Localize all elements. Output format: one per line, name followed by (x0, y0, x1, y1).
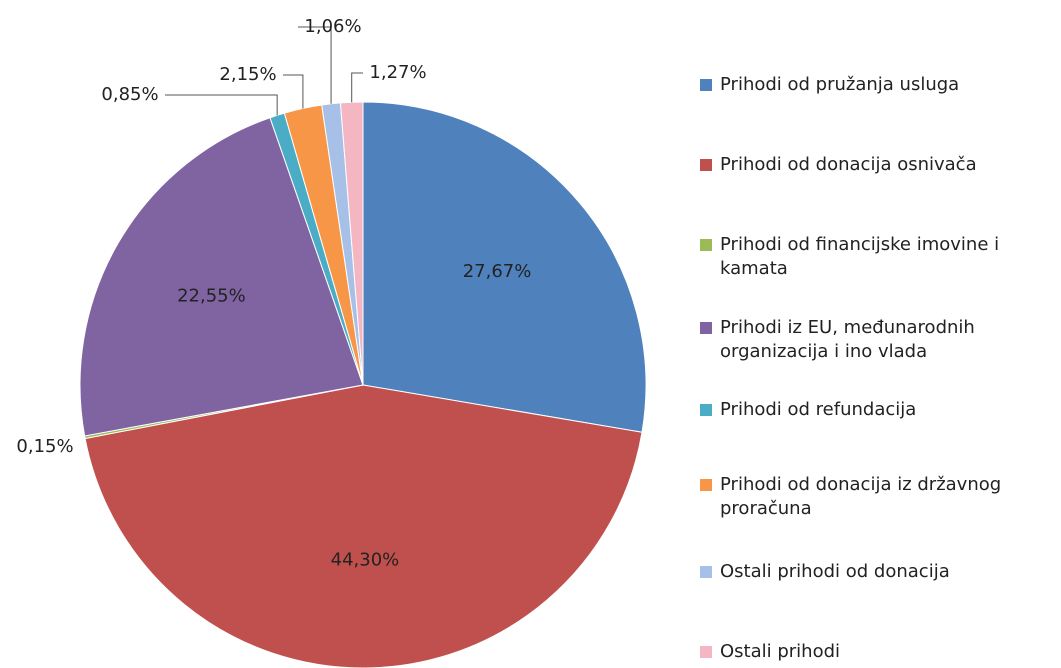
legend-item: Prihodi od financijske imovine i kamata (700, 233, 1055, 281)
data-label: 44,30% (331, 549, 400, 570)
data-label: 22,55% (177, 286, 246, 307)
slice (79, 117, 364, 437)
legend-swatch (700, 646, 712, 658)
data-label: 27,67% (463, 261, 532, 282)
legend-swatch (700, 239, 712, 251)
legend-label: Prihodi iz EU, međunarodnih organizacija… (720, 317, 975, 362)
legend-label: Prihodi od donacija iz državnog proračun… (720, 474, 1002, 519)
legend-item: Prihodi od pružanja usluga (700, 73, 1055, 97)
legend-label: Prihodi od financijske imovine i kamata (720, 234, 1000, 279)
data-label: 0,15% (16, 436, 73, 457)
leader-line (283, 74, 304, 109)
data-label: 1,27% (369, 62, 426, 83)
legend-swatch (700, 322, 712, 334)
leader-line (351, 72, 363, 103)
legend-item: Prihodi od refundacija (700, 398, 1055, 422)
legend-swatch (700, 159, 712, 171)
slice (84, 384, 643, 668)
legend-label: Ostali prihodi od donacija (720, 561, 950, 582)
leader-line (298, 26, 332, 104)
legend-label: Prihodi od donacija osnivača (720, 154, 977, 175)
slice (362, 101, 647, 433)
legend-item: Prihodi od donacija iz državnog proračun… (700, 473, 1055, 521)
legend-label: Prihodi od refundacija (720, 399, 917, 420)
legend-label: Prihodi od pružanja usluga (720, 74, 960, 95)
data-label: 0,85% (101, 84, 158, 105)
legend-swatch (700, 566, 712, 578)
leader-line (165, 94, 278, 116)
legend-swatch (700, 479, 712, 491)
data-label: 2,15% (219, 64, 276, 85)
legend-item: Ostali prihodi od donacija (700, 560, 1055, 584)
legend-item: Prihodi od donacija osnivača (700, 153, 1055, 177)
legend-label: Ostali prihodi (720, 641, 841, 662)
data-label: 1,06% (304, 16, 361, 37)
legend-swatch (700, 404, 712, 416)
legend-item: Prihodi iz EU, međunarodnih organizacija… (700, 316, 1055, 364)
slice (339, 101, 364, 386)
legend-item: Ostali prihodi (700, 640, 1055, 664)
legend-swatch (700, 79, 712, 91)
